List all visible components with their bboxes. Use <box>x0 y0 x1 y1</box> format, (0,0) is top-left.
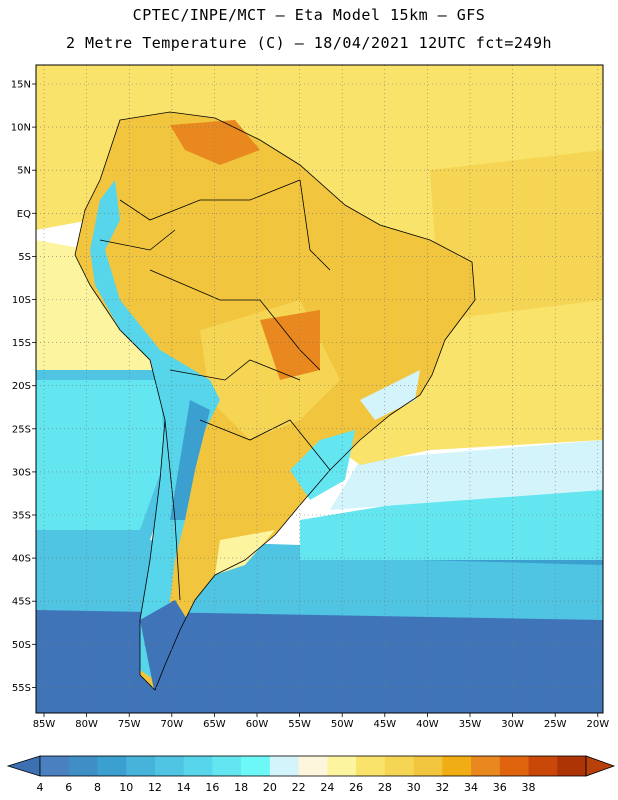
chart-title-line2: 2 Metre Temperature (C) – 18/04/2021 12U… <box>65 34 553 52</box>
lon-label: 35W <box>459 719 482 730</box>
colorbar-label: 10 <box>119 781 133 794</box>
lon-label: 30W <box>501 719 524 730</box>
colorbar-swatch <box>356 756 386 776</box>
pampas-mild <box>215 530 275 575</box>
colorbar-swatch <box>499 756 529 776</box>
country-borders <box>74 111 476 691</box>
longitude-labels: 85W 80W 75W 70W 65W 60W 55W 50W 45W 40W 35W 30W 25W 2… <box>33 713 609 730</box>
colorbar-swatch <box>68 756 98 776</box>
colorbar-label: 34 <box>464 781 478 794</box>
ocean-colder-band <box>36 600 603 713</box>
lat-label: EQ <box>17 209 31 220</box>
lat-label: 45S <box>12 597 31 608</box>
lon-label: 70W <box>160 719 183 730</box>
lat-label: 15N <box>11 80 31 91</box>
andes-strip <box>90 180 220 680</box>
lon-label: 45W <box>373 719 396 730</box>
colorbar-swatch <box>327 756 357 776</box>
colorbar-label: 32 <box>435 781 449 794</box>
lat-label: 55S <box>12 683 31 694</box>
lon-label: 55W <box>288 719 311 730</box>
colorbar-swatch <box>269 756 299 776</box>
map-frame <box>35 64 604 714</box>
colorbar-swatch <box>298 756 328 776</box>
colorbar-swatch <box>40 756 70 776</box>
colorbar-label: 14 <box>177 781 191 794</box>
colorbar-label: 36 <box>493 781 507 794</box>
lat-label: 30S <box>12 467 31 478</box>
andes-core <box>170 400 210 520</box>
lon-label: 60W <box>246 719 269 730</box>
colorbar-swatch <box>183 756 213 776</box>
colorbar-swatch <box>528 756 558 776</box>
land-very-hot-region <box>170 120 260 165</box>
chart-title-line1: CPTEC/INPE/MCT – Eta Model 15km – GFS <box>132 6 486 24</box>
lon-label: 20W <box>586 719 609 730</box>
colorbar-swatch <box>442 756 472 776</box>
colorbar-high-arrow <box>585 755 616 777</box>
lon-label: 25W <box>544 719 567 730</box>
southern-cold-land <box>290 430 355 500</box>
latitude-labels: 15N 10N 5N EQ 5S 10S 15S 20S 25S 30S 35S 40S 45S 50S 5… <box>11 80 36 694</box>
lat-label: 10N <box>11 123 31 134</box>
colorbar-label: 20 <box>263 781 277 794</box>
colorbar-label: 38 <box>522 781 536 794</box>
southeast-cool-land <box>360 370 420 420</box>
colorbar-label: 26 <box>349 781 363 794</box>
graticule <box>36 65 603 713</box>
ocean-pale-band <box>330 440 603 510</box>
colorbar-swatch <box>413 756 443 776</box>
lat-label: 40S <box>12 554 31 565</box>
colorbar-label: 28 <box>378 781 392 794</box>
colorbar-label: 6 <box>65 781 72 794</box>
colorbar-swatch <box>212 756 242 776</box>
lat-label: 5S <box>18 252 31 263</box>
colorbar-label: 18 <box>234 781 248 794</box>
lat-label: 25S <box>12 424 31 435</box>
lon-label: 85W <box>33 719 56 730</box>
lon-label: 65W <box>203 719 226 730</box>
lat-label: 35S <box>12 511 31 522</box>
colorbar-swatch <box>471 756 501 776</box>
colorbar-swatch <box>241 756 271 776</box>
lat-label: 50S <box>12 640 31 651</box>
lat-label: 10S <box>12 295 31 306</box>
lat-label: 15S <box>12 338 31 349</box>
colorbar-swatch <box>557 756 587 776</box>
lat-label: 5N <box>17 166 31 177</box>
patagonia-tip <box>140 600 215 695</box>
colorbar-label: 8 <box>94 781 101 794</box>
colorbar-swatch <box>384 756 414 776</box>
colorbar-swatch <box>126 756 156 776</box>
colorbar-label: 24 <box>320 781 334 794</box>
lon-label: 75W <box>118 719 141 730</box>
lat-label: 20S <box>12 381 31 392</box>
colorbar: 4 6 8 10 12 14 16 18 20 22 24 26 28 30 32 34 36 38 <box>6 755 616 794</box>
lon-label: 80W <box>75 719 98 730</box>
lon-label: 40W <box>416 719 439 730</box>
colorbar-frame <box>39 755 587 777</box>
colorbar-swatch <box>154 756 184 776</box>
colorbar-label: 12 <box>148 781 162 794</box>
colorbar-label: 22 <box>292 781 306 794</box>
lon-label: 50W <box>331 719 354 730</box>
colorbar-label: 4 <box>37 781 44 794</box>
colorbar-swatch <box>97 756 127 776</box>
colorbar-low-arrow <box>6 755 41 777</box>
map-field <box>36 65 603 713</box>
ocean-cool-band-2 <box>36 380 165 530</box>
land-hot-cerrado <box>260 310 320 380</box>
colorbar-label: 16 <box>205 781 219 794</box>
colorbar-label: 30 <box>407 781 421 794</box>
